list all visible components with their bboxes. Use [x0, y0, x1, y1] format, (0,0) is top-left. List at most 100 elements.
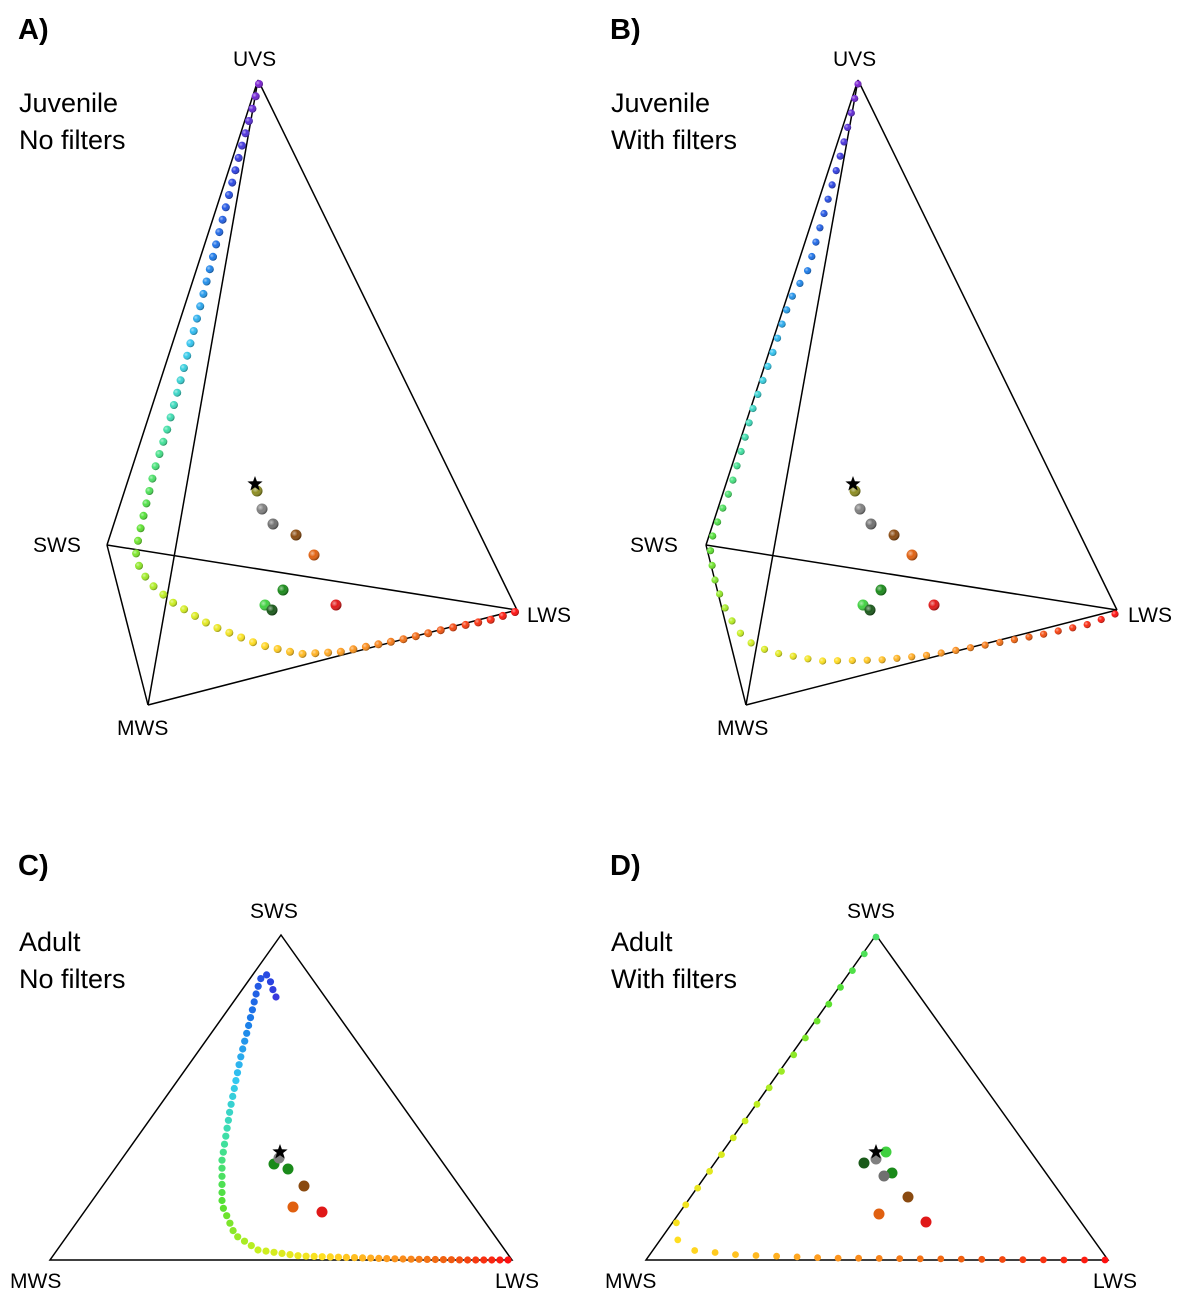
panel-b-vertex-bottom: MWS [717, 717, 769, 740]
locus-point [978, 1255, 986, 1263]
locus-point-highlight [741, 433, 749, 441]
locus-point-highlight [1010, 636, 1019, 644]
locus-point-highlight [486, 615, 495, 624]
locus-point [790, 1051, 798, 1059]
locus-point [872, 933, 880, 941]
panel-b-label: B) [610, 14, 641, 46]
locus-point [802, 1034, 809, 1042]
locus-point [367, 1254, 375, 1262]
locus-point-highlight [952, 646, 960, 655]
locus-point [999, 1256, 1006, 1263]
locus-point-highlight [135, 561, 143, 570]
locus-point [855, 1254, 862, 1262]
panel-a-stage: Juvenile [19, 88, 119, 118]
edge-uvs-lws [257, 79, 518, 611]
locus-point-highlight [261, 642, 270, 651]
locus-point-highlight [808, 252, 816, 261]
locus-point [248, 1006, 256, 1014]
locus-point [752, 1252, 760, 1259]
locus-point [773, 1252, 780, 1260]
locus-point-highlight [298, 649, 307, 658]
panel-c-vertex-top: SWS [250, 900, 298, 923]
locus-point [233, 1069, 242, 1077]
sample-point-highlight [849, 485, 861, 497]
locus-point-highlight [804, 267, 812, 275]
locus-point-highlight [179, 364, 188, 372]
locus-point [286, 1251, 294, 1259]
locus-point-highlight [241, 129, 250, 138]
locus-point [254, 1246, 262, 1254]
locus-point-highlight [511, 608, 519, 616]
locus-point-highlight [255, 80, 263, 88]
sample-point [298, 1180, 310, 1192]
edge-uvs-mws [745, 79, 859, 706]
sample-points [247, 476, 940, 1228]
locus-point-highlight [244, 117, 253, 125]
locus-point-highlight [788, 292, 796, 300]
sample-point-highlight [267, 518, 279, 530]
locus-point [504, 1256, 512, 1264]
panel-a-vertex-right: LWS [527, 604, 571, 627]
locus-point-highlight [209, 252, 217, 261]
sample-point-highlight [290, 529, 302, 541]
locus-point [270, 1248, 278, 1256]
locus-point [741, 1117, 749, 1125]
locus-point [691, 1247, 699, 1254]
panel-b-spectral-locus [706, 80, 1119, 665]
locus-point [496, 1256, 504, 1264]
locus-point [240, 1237, 249, 1245]
locus-point-highlight [1040, 630, 1048, 638]
locus-point-highlight [141, 572, 150, 581]
locus-point [694, 1184, 702, 1192]
locus-point-highlight [155, 450, 164, 458]
locus-point [423, 1255, 431, 1263]
locus-point-highlight [139, 511, 148, 520]
locus-point-highlight [324, 648, 333, 657]
locus-point-highlight [201, 618, 210, 627]
locus-point-highlight [789, 652, 797, 660]
locus-point-highlight [840, 138, 848, 146]
locus-point [218, 1180, 226, 1188]
edge-uvs-sws [705, 79, 859, 546]
locus-point-highlight [273, 645, 282, 653]
edge-sws-lws [705, 544, 1118, 611]
locus-point-highlight [981, 641, 989, 649]
locus-point [1060, 1256, 1068, 1264]
locus-point [243, 1029, 251, 1037]
edge-sws-mws [106, 544, 149, 706]
locus-point-highlight [937, 649, 945, 657]
locus-point-highlight [311, 649, 320, 658]
locus-point-highlight [215, 228, 224, 237]
panel-a-tetrahedron [106, 79, 518, 706]
locus-point [375, 1254, 383, 1262]
edge-uvs-sws [106, 79, 259, 546]
locus-point-highlight [183, 351, 192, 360]
sample-point-highlight [330, 599, 342, 611]
locus-point-highlight [169, 598, 178, 607]
locus-point [310, 1252, 318, 1260]
locus-point [246, 1014, 255, 1022]
panel-d-vertex-top: SWS [847, 900, 895, 923]
panel-c-vertex-left: MWS [10, 1270, 62, 1293]
sample-point [902, 1191, 914, 1203]
panel-d-condition: Adult With filters [611, 924, 737, 998]
locus-point-highlight [461, 620, 470, 629]
locus-point-highlight [212, 240, 221, 249]
locus-point [488, 1256, 496, 1264]
locus-point-highlight [820, 209, 828, 218]
locus-point-highlight [159, 437, 168, 446]
locus-point-highlight [202, 277, 211, 286]
locus-point [834, 1254, 842, 1262]
star-marker [247, 476, 263, 491]
locus-point-highlight [180, 605, 189, 614]
locus-point [682, 1201, 690, 1209]
locus-point-highlight [169, 401, 178, 409]
locus-point-highlight [228, 178, 237, 187]
locus-point [252, 990, 260, 998]
locus-point-highlight [783, 306, 791, 314]
locus-point-highlight [1069, 624, 1077, 632]
locus-point [218, 1156, 226, 1164]
locus-point-highlight [1054, 627, 1062, 635]
locus-point-highlight [878, 656, 886, 664]
